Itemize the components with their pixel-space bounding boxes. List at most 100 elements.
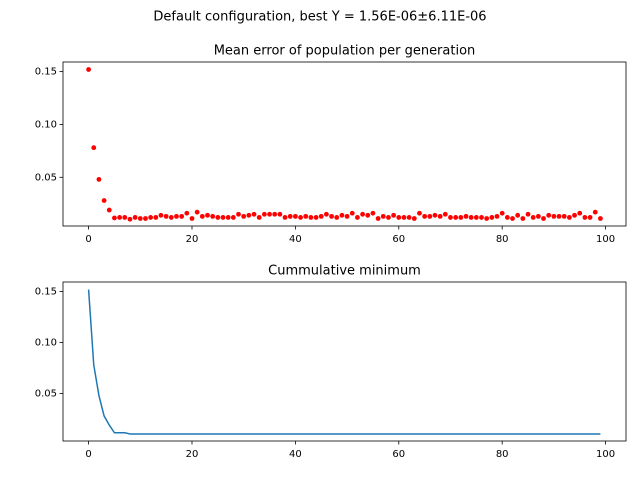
x-tick-label: 80 (496, 449, 509, 460)
point (572, 212, 577, 218)
figure-title: Default configuration, best Y = 1.56E-06… (153, 10, 486, 25)
point (318, 213, 324, 219)
point (463, 213, 469, 219)
point (520, 216, 526, 221)
point (339, 212, 345, 218)
x-tick-label: 20 (186, 234, 199, 245)
point (251, 211, 257, 217)
point (272, 211, 278, 217)
point (313, 215, 319, 220)
point (96, 176, 102, 182)
point (189, 216, 195, 221)
point (484, 216, 490, 221)
point (391, 212, 397, 218)
point (241, 213, 247, 219)
y-tick-label: 0.15 (35, 287, 57, 298)
point (148, 215, 154, 220)
x-tick-label: 60 (392, 234, 405, 245)
point (437, 213, 443, 219)
point (163, 213, 169, 219)
x-tick-label: 80 (496, 234, 509, 245)
point (112, 215, 117, 221)
point (427, 213, 433, 219)
point (504, 215, 510, 220)
point (355, 215, 360, 220)
point (137, 216, 143, 221)
x-tick-label: 0 (85, 234, 91, 245)
x-tick-label: 100 (596, 449, 615, 460)
point (246, 212, 252, 218)
point (324, 211, 329, 217)
point (458, 215, 464, 220)
point (561, 213, 567, 219)
point (592, 209, 598, 215)
point (117, 215, 123, 220)
x-tick-label: 60 (392, 449, 405, 460)
point (386, 215, 391, 220)
point (344, 213, 350, 219)
point (106, 207, 112, 213)
point (168, 215, 174, 220)
x-tick-label: 100 (596, 234, 615, 245)
point (158, 212, 164, 218)
axes-frame (62, 61, 627, 227)
point (277, 211, 283, 217)
y-tick-label: 0.05 (35, 172, 57, 183)
point (91, 145, 97, 151)
point (587, 215, 593, 220)
point (556, 213, 562, 219)
point (365, 212, 371, 218)
point (432, 212, 438, 218)
point (541, 216, 546, 221)
point (225, 215, 231, 220)
y-tick-label: 0.10 (35, 338, 57, 349)
point (292, 213, 298, 219)
point (282, 215, 288, 220)
point (453, 215, 459, 220)
point (205, 212, 210, 218)
line (87, 289, 601, 435)
point (494, 213, 500, 219)
point (417, 210, 422, 216)
x-tick-label: 0 (85, 449, 91, 460)
point (411, 216, 417, 221)
point (515, 212, 521, 218)
point (132, 215, 138, 220)
point (349, 210, 355, 216)
point (122, 215, 128, 220)
point (179, 213, 185, 219)
point (422, 213, 428, 219)
point (473, 215, 479, 220)
axes-frame (62, 281, 627, 442)
point (334, 215, 340, 220)
point (236, 211, 241, 217)
point (127, 216, 133, 222)
point (448, 215, 453, 220)
point (215, 215, 221, 220)
axes-title: Cummulative minimum (268, 264, 421, 279)
point (442, 211, 448, 217)
point (220, 215, 226, 220)
point (406, 215, 412, 220)
point (184, 210, 190, 216)
point (489, 215, 495, 220)
point (267, 211, 272, 217)
point (86, 67, 91, 72)
point (468, 215, 474, 220)
x-tick-label: 20 (186, 449, 199, 460)
x-tick-label: 40 (289, 234, 302, 245)
point (499, 210, 505, 216)
point (153, 215, 159, 220)
point (360, 211, 365, 217)
axes-title: Mean error of population per generation (214, 44, 476, 59)
point (199, 213, 205, 219)
point (101, 198, 107, 203)
point (401, 215, 407, 220)
point (546, 212, 552, 218)
point (194, 209, 200, 215)
point (287, 213, 293, 219)
point (479, 215, 484, 220)
point (535, 213, 541, 219)
point (298, 215, 303, 220)
